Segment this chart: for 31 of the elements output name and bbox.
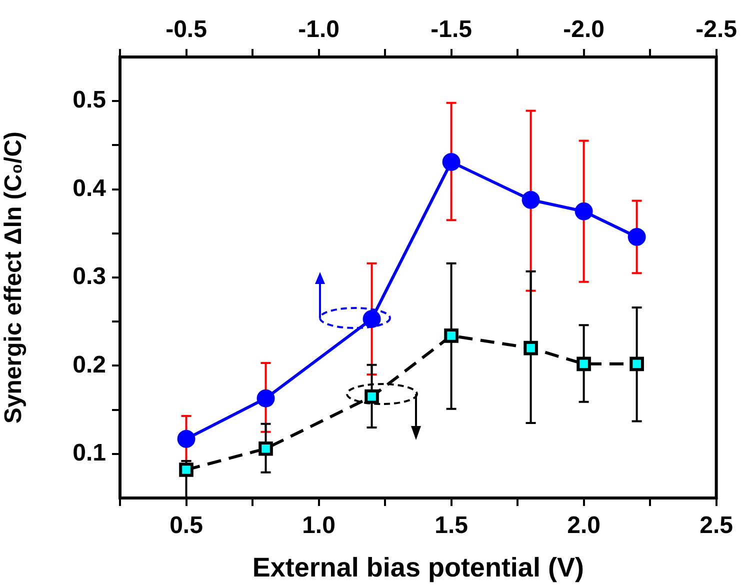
- x2-tick-label: -2.0: [563, 16, 604, 44]
- y-axis-title: Synergic effect Δln (C₀/C): [0, 131, 28, 424]
- x-tick-label: 1.0: [302, 512, 336, 540]
- point: [524, 340, 538, 356]
- x-tick-label: 0.5: [170, 512, 203, 540]
- y-tick-label: 0.3: [72, 263, 106, 290]
- x2-tick-label: -2.5: [696, 16, 737, 44]
- y-tick-label: 0.5: [72, 86, 106, 114]
- y-tick-label: 0.2: [72, 351, 106, 378]
- x-tick-label: 1.5: [434, 512, 468, 540]
- x2-tick-label: -1.5: [430, 16, 472, 44]
- point: [177, 430, 196, 448]
- point: [628, 228, 646, 246]
- y-tick-label: 0.1: [72, 440, 106, 467]
- point: [574, 202, 593, 220]
- y-tick-label: 0.4: [72, 174, 107, 202]
- point: [258, 441, 273, 456]
- point: [362, 310, 381, 328]
- x-tick-label: 2.5: [700, 512, 734, 540]
- point: [522, 190, 540, 209]
- x-axis-title: External bias potential (V): [252, 552, 584, 582]
- x2-tick-label: -1.0: [298, 16, 340, 44]
- point: [179, 462, 194, 477]
- x-tick-label: 2.0: [567, 512, 600, 540]
- point: [630, 356, 644, 372]
- point: [256, 389, 275, 408]
- x2-tick-label: -0.5: [166, 16, 207, 44]
- point: [364, 389, 379, 404]
- point: [444, 328, 458, 343]
- point: [442, 152, 460, 171]
- point: [576, 356, 591, 372]
